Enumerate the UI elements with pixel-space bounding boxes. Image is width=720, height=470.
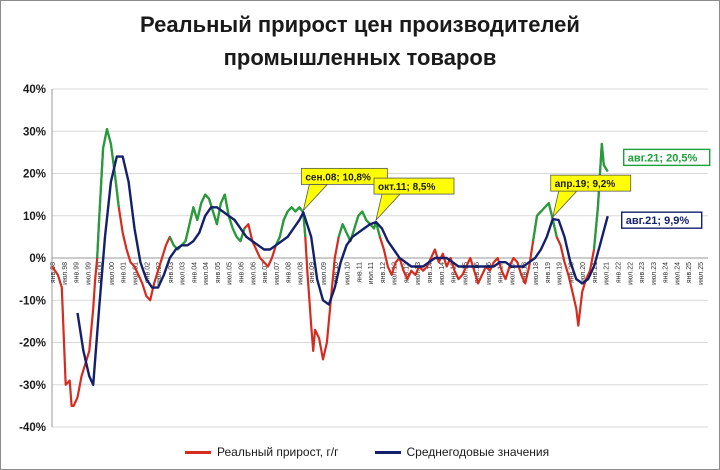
x-tick-label: июл.98 — [62, 262, 69, 285]
chart-legend: Реальный прирост, г/г Среднегодовые знач… — [185, 442, 585, 462]
x-tick-label: янв.11 — [356, 262, 363, 283]
x-tick-label: июл.00 — [109, 262, 116, 285]
x-tick-label: янв.24 — [663, 262, 670, 283]
annotation-box — [623, 148, 711, 167]
series-line-real-growth-positive — [337, 210, 381, 243]
x-tick-label: июл.21 — [604, 262, 611, 285]
legend-label-real-growth: Реальный прирост, г/г — [217, 445, 339, 459]
x-tick-label: июл.02 — [156, 262, 163, 285]
x-tick-label: янв.00 — [97, 262, 104, 283]
x-tick-label: июл.05 — [227, 262, 234, 285]
x-tick-label: июл.19 — [557, 262, 564, 285]
series-line-real-growth-positive — [96, 128, 120, 259]
x-tick-label: янв.19 — [545, 262, 552, 283]
x-tick-label: июл.06 — [250, 262, 257, 285]
x-tick-label: янв.08 — [286, 262, 293, 283]
x-tick-label: янв.05 — [215, 262, 222, 283]
y-tick-label: 40% — [23, 84, 46, 96]
annotation-box — [300, 167, 388, 185]
x-tick-label: янв.23 — [639, 262, 646, 283]
y-tick-label: 0% — [29, 253, 46, 265]
x-tick-label: янв.17 — [498, 262, 505, 283]
x-tick-label: янв.16 — [474, 262, 481, 283]
annotation-box — [550, 174, 632, 192]
y-tick-label: -10% — [19, 295, 46, 307]
x-tick-label: янв.13 — [403, 262, 410, 283]
x-tick-label: янв.99 — [74, 262, 81, 283]
series-line-real-growth — [51, 128, 609, 407]
x-tick-label: янв.12 — [380, 262, 387, 283]
x-tick-label: июл.13 — [415, 262, 422, 285]
x-tick-label: июл.20 — [580, 262, 587, 285]
x-tick-label: янв.15 — [451, 262, 458, 283]
legend-item-annual-average: Среднегодовые значения — [374, 445, 550, 459]
x-tick-label: июл.17 — [509, 262, 516, 285]
x-tick-label: июл.04 — [203, 262, 210, 285]
series-line-real-growth-positive — [274, 206, 307, 246]
x-tick-label: янв.25 — [686, 262, 693, 283]
series-line-real-growth-positive — [592, 142, 609, 250]
annotation-label: сен.08; 10,8% — [305, 172, 371, 183]
legend-swatch-real-growth — [185, 450, 211, 454]
chart-title-line-1: Реальный прирост цен производителей — [140, 12, 580, 37]
x-tick-label: июл.24 — [674, 262, 681, 285]
callout-pointer — [302, 183, 329, 212]
y-tick-label: 20% — [23, 169, 46, 181]
x-tick-label: янв.09 — [309, 262, 316, 283]
series-line-real-growth-positive — [168, 193, 246, 251]
x-tick-label: янв.21 — [592, 262, 599, 283]
series-line-real-growth-positive — [532, 202, 558, 242]
chart-title-line-2: промышленных товаров — [223, 45, 497, 70]
x-tick-label: янв.03 — [168, 262, 175, 283]
annotation-label: авг.21; 20,5% — [628, 152, 698, 164]
x-tick-label: янв.20 — [568, 262, 575, 283]
y-tick-label: 10% — [23, 211, 46, 223]
x-tick-label: янв.04 — [191, 262, 198, 283]
x-tick-label: июл.07 — [274, 262, 281, 285]
x-tick-label: июл.99 — [85, 262, 92, 285]
series-line-annual-average — [76, 155, 609, 386]
x-tick-label: июл.25 — [698, 262, 705, 285]
x-tick-label: янв.14 — [427, 262, 434, 283]
annotation-label: окт.11; 8,5% — [378, 182, 435, 193]
y-tick-label: -20% — [19, 338, 46, 350]
x-tick-label: янв.98 — [50, 262, 57, 283]
x-tick-label: янв.10 — [333, 262, 340, 283]
x-tick-label: июл.03 — [180, 262, 187, 285]
x-tick-label: янв.02 — [144, 262, 151, 283]
y-tick-label: -40% — [19, 422, 46, 434]
legend-swatch-annual-average — [374, 450, 401, 454]
y-tick-label: 30% — [23, 126, 46, 138]
x-tick-label: июл.09 — [321, 262, 328, 285]
legend-item-real-growth: Реальный прирост, г/г — [185, 445, 339, 459]
legend-label-annual-average: Среднегодовые значения — [406, 445, 550, 459]
x-tick-label: июл.14 — [439, 262, 446, 285]
callout-pointer — [551, 190, 578, 219]
y-tick-label: -30% — [19, 380, 46, 392]
chart-title: Реальный прирост цен производителей пром… — [60, 8, 660, 74]
annotation-box — [621, 211, 703, 229]
x-tick-label: июл.12 — [392, 262, 399, 285]
x-tick-label: июл.16 — [486, 262, 493, 285]
x-tick-label: июл.22 — [627, 262, 634, 285]
annotation-label: авг.21; 9,9% — [626, 215, 690, 227]
annotation-box — [373, 177, 455, 195]
x-tick-label: янв.18 — [521, 262, 528, 283]
annotation-label: апр.19; 9,2% — [555, 179, 616, 190]
x-tick-label: янв.01 — [121, 262, 128, 283]
x-tick-label: июл.18 — [533, 262, 540, 285]
x-tick-label: июл.01 — [132, 262, 139, 285]
x-tick-label: июл.08 — [297, 262, 304, 285]
x-tick-label: янв.22 — [616, 262, 623, 283]
x-tick-label: июл.10 — [345, 262, 352, 285]
x-tick-label: июл.15 — [462, 262, 469, 285]
x-tick-label: июл.23 — [651, 262, 658, 285]
x-tick-label: янв.07 — [262, 262, 269, 283]
x-tick-label: июл.11 — [368, 262, 375, 284]
x-tick-label: янв.06 — [239, 262, 246, 283]
